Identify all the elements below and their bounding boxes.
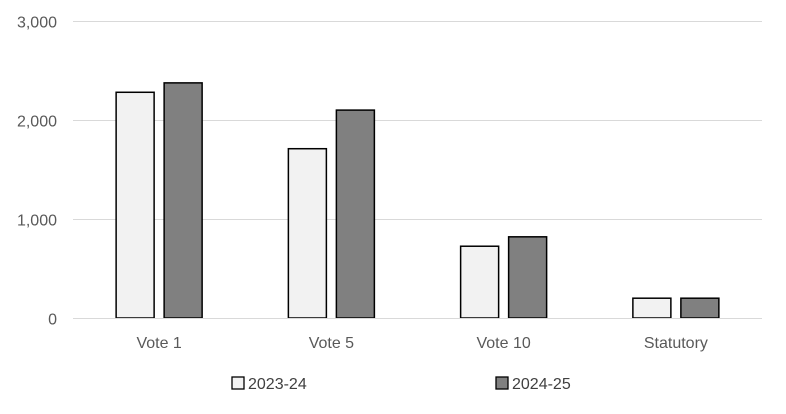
legend-swatch-2023-24	[231, 376, 245, 390]
legend-label-2023-24: 2023-24	[248, 376, 307, 393]
bar-vote-1-2023-24	[115, 91, 155, 319]
bar-vote-5-2024-25	[335, 109, 376, 319]
bar-vote-1-2024-25	[163, 82, 203, 319]
y-axis-tick-labels: 0 1,000 2,000 3,000	[17, 15, 57, 329]
legend-item-2023-24: 2023-24	[231, 376, 307, 393]
y-tick-label: 1,000	[17, 213, 57, 230]
legend: 2023-24 2024-25	[231, 376, 571, 393]
x-tick-label-statutory: Statutory	[644, 335, 708, 352]
bars	[115, 82, 720, 319]
legend-label-2024-25: 2024-25	[512, 376, 571, 393]
x-tick-label-vote-10: Vote 10	[476, 335, 530, 352]
bar-statutory-2023-24	[632, 297, 672, 319]
legend-swatch-2024-25	[495, 376, 509, 390]
x-tick-label-vote-5: Vote 5	[309, 335, 354, 352]
y-tick-label: 2,000	[17, 114, 57, 131]
x-axis-tick-labels: Vote 1 Vote 5 Vote 10 Statutory	[136, 335, 707, 352]
bar-vote-5-2023-24	[287, 147, 328, 319]
legend-item-2024-25: 2024-25	[495, 376, 571, 393]
y-tick-label: 0	[48, 312, 57, 329]
x-tick-label-vote-1: Vote 1	[136, 335, 181, 352]
y-tick-label: 3,000	[17, 15, 57, 32]
bar-vote-10-2023-24	[459, 245, 500, 319]
bar-statutory-2024-25	[680, 297, 720, 319]
bar-vote-10-2024-25	[507, 236, 548, 319]
